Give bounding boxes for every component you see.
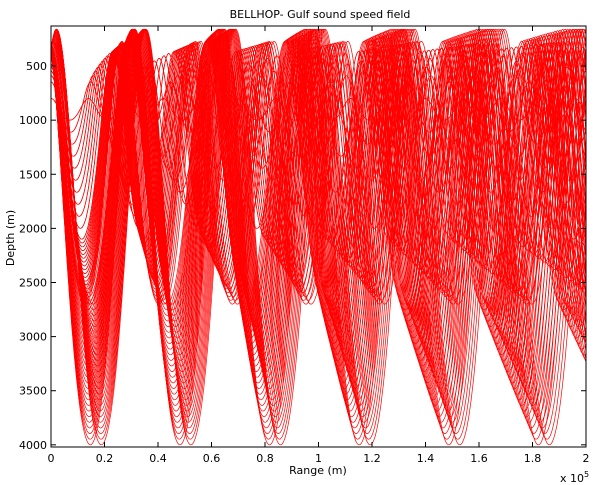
y-tick-label: 500 [26, 60, 47, 73]
y-tick-label: 4000 [19, 439, 47, 452]
ray-line-48 [50, 28, 587, 429]
ray-line-47 [50, 28, 587, 423]
ray-line-107 [50, 53, 587, 229]
y-tick-label: 1000 [19, 114, 47, 127]
x-axis-label: Range (m) [289, 464, 347, 477]
ray-line-103 [50, 63, 587, 181]
ray-line-102 [50, 66, 587, 169]
ray-series [50, 28, 587, 446]
ray-line-80 [50, 44, 587, 278]
ray-line-79 [50, 45, 587, 274]
y-tick-label: 2000 [19, 222, 47, 235]
x-tick-label: 0.2 [96, 452, 114, 465]
x-tick-label: 0.6 [203, 452, 221, 465]
x-tick-label: 1.6 [470, 452, 488, 465]
ray-line-84 [50, 42, 587, 294]
x-axis: 0 0.2 0.4 0.6 0.8 1 1.2 1.4 1.6 1.8 2 [48, 26, 590, 465]
ray-line-85 [50, 42, 587, 297]
ray-line-101 [50, 70, 587, 157]
x-tick-label: 0 [48, 452, 55, 465]
ray-line-27 [50, 40, 587, 311]
x-multiplier-exponent: 5 [584, 470, 589, 479]
y-tick-label: 3000 [19, 331, 47, 344]
x-tick-label: 1.8 [524, 452, 542, 465]
x-tick-label: 1 [315, 452, 322, 465]
y-tick-label: 1500 [19, 168, 47, 181]
ray-line-78 [50, 46, 587, 271]
y-axis-label: Depth (m) [4, 210, 17, 266]
x-axis-multiplier: x 105 [560, 470, 589, 485]
x-tick-label: 1.4 [417, 452, 435, 465]
ray-line-104 [50, 60, 587, 193]
x-tick-label: 0.4 [149, 452, 167, 465]
y-axis: 500 1000 1500 2000 2500 3000 3500 4000 [19, 60, 586, 452]
x-tick-label: 0.8 [256, 452, 274, 465]
x-tick-label: 1.2 [363, 452, 381, 465]
ray-line-77 [50, 46, 587, 267]
ray-line-106 [50, 55, 587, 217]
y-tick-label: 2500 [19, 276, 47, 289]
x-tick-label: 2 [583, 452, 590, 465]
ray-line-76 [50, 47, 587, 263]
ray-line-49 [50, 28, 587, 434]
ray-line-105 [50, 57, 587, 205]
ray-line-43 [50, 28, 587, 401]
chart-title: BELLHOP- Gulf sound speed field [230, 8, 411, 21]
ray-line-87 [50, 40, 587, 305]
ray-line-50 [50, 28, 587, 440]
y-tick-label: 3500 [19, 385, 47, 398]
x-multiplier-base: x 10 [560, 472, 584, 485]
